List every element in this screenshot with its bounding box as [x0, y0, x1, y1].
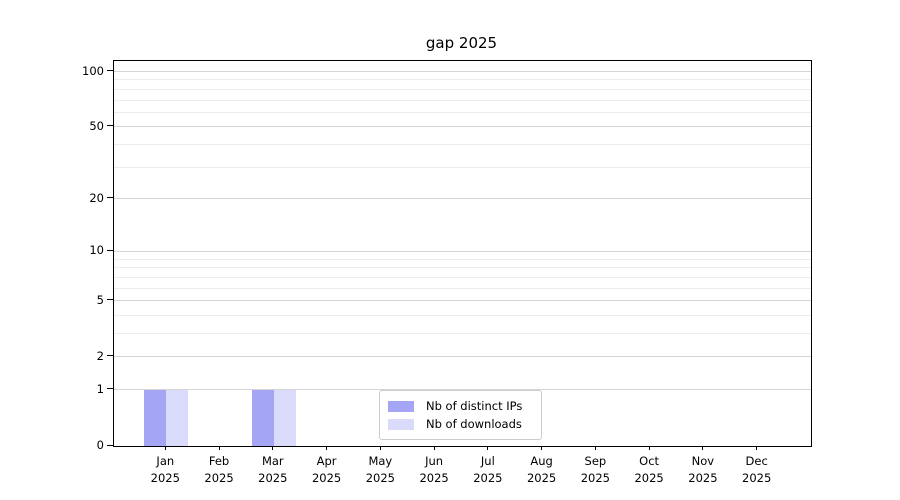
y-axis-tick [107, 125, 113, 127]
gridline-minor [114, 276, 811, 278]
bar-mar-nb-of-distinct-ips [251, 389, 274, 446]
legend-label-downloads: Nb of downloads [426, 417, 522, 431]
gridline-minor [114, 287, 811, 289]
year-label: 2025 [473, 471, 503, 485]
x-axis-tick-label-mar: Mar 2025 [241, 453, 305, 487]
year-label: 2025 [311, 471, 342, 485]
gridline-minor [114, 314, 811, 316]
x-axis-tick [164, 446, 166, 450]
x-axis-tick [218, 446, 220, 450]
y-axis-tick [107, 388, 113, 390]
year-label: 2025 [634, 471, 664, 485]
x-axis-tick-label-sep: Sep 2025 [563, 453, 627, 487]
gridline-major [114, 126, 811, 128]
bar-mar-nb-of-downloads [273, 389, 296, 446]
gridline-major [114, 300, 811, 302]
x-axis-tick-label-feb: Feb 2025 [187, 453, 251, 487]
x-axis-tick [379, 446, 381, 450]
chart-title: gap 2025 [425, 34, 498, 52]
gridline-major [114, 356, 811, 358]
gridline-minor [114, 88, 811, 90]
gridline-minor [114, 99, 811, 101]
y-axis-tick-label: 10 [89, 243, 104, 258]
x-axis-tick [648, 446, 650, 450]
legend: Nb of distinct IPs Nb of downloads [379, 390, 542, 440]
bar-jan-nb-of-distinct-ips [144, 389, 167, 446]
month-label: Feb [208, 454, 230, 468]
year-label: 2025 [580, 471, 611, 485]
gridline-minor [114, 267, 811, 269]
gridline-major [114, 198, 811, 200]
year-label: 2025 [365, 471, 395, 485]
gridline-minor [114, 166, 811, 168]
year-label: 2025 [419, 471, 449, 485]
y-axis-tick-label: 100 [82, 63, 104, 78]
y-axis-tick [107, 197, 113, 199]
x-axis-tick-label-jan: Jan 2025 [133, 453, 197, 487]
y-axis-tick [107, 355, 113, 357]
x-axis-tick [756, 446, 758, 450]
x-axis-tick-label-oct: Oct 2025 [617, 453, 681, 487]
x-axis-tick-label-may: May 2025 [348, 453, 412, 487]
x-axis-tick-label-aug: Aug 2025 [510, 453, 574, 487]
x-axis-tick [702, 446, 704, 450]
x-axis-tick [272, 446, 274, 450]
y-axis-tick-label: 0 [96, 438, 104, 452]
x-axis-tick-label-jun: Jun 2025 [402, 453, 466, 487]
bar-jan-nb-of-downloads [166, 389, 189, 446]
year-label: 2025 [742, 471, 772, 485]
gridline-minor [114, 333, 811, 335]
year-label: 2025 [526, 471, 557, 485]
month-label: Sep [584, 454, 607, 468]
month-label: Dec [745, 454, 768, 468]
x-axis-tick [487, 446, 489, 450]
month-label: May [368, 454, 393, 468]
x-axis-tick-label-apr: Apr 2025 [295, 453, 359, 487]
year-label: 2025 [258, 471, 288, 485]
legend-entry-downloads: Nb of downloads [388, 415, 533, 433]
y-axis-tick-label: 5 [96, 292, 104, 307]
legend-entry-distinct-ips: Nb of distinct IPs [388, 397, 533, 415]
year-label: 2025 [204, 471, 234, 485]
x-axis-tick [433, 446, 435, 450]
y-axis-tick [107, 70, 113, 72]
legend-swatch-distinct-ips [388, 400, 414, 412]
legend-label-distinct-ips: Nb of distinct IPs [426, 399, 523, 413]
x-axis-tick [326, 446, 328, 450]
y-axis-tick [107, 299, 113, 301]
y-axis-tick [107, 249, 113, 251]
month-label: Jun [425, 454, 444, 468]
plot-area: Nb of distinct IPs Nb of downloads [113, 60, 812, 447]
year-label: 2025 [150, 471, 180, 485]
x-axis-tick-label-dec: Dec 2025 [725, 453, 789, 487]
x-axis-tick [594, 446, 596, 450]
month-label: Aug [530, 454, 553, 468]
y-axis-tick [107, 444, 113, 446]
gridline-major [114, 71, 811, 73]
x-axis-tick-label-nov: Nov 2025 [671, 453, 735, 487]
month-label: Nov [691, 454, 715, 468]
month-label: Apr [316, 454, 337, 468]
x-axis-tick [541, 446, 543, 450]
y-axis-tick-label: 2 [96, 348, 104, 363]
gridline-minor [114, 79, 811, 81]
gridline-minor [114, 111, 811, 113]
y-axis-tick-label: 50 [89, 118, 104, 133]
year-label: 2025 [688, 471, 718, 485]
gridline-minor [114, 258, 811, 260]
legend-swatch-downloads [388, 418, 414, 430]
month-label: Mar [261, 454, 284, 468]
gridline-major [114, 389, 811, 391]
gridline-major [114, 250, 811, 252]
month-label: Jan [156, 454, 175, 468]
month-label: Oct [639, 454, 660, 468]
x-axis-tick-label-jul: Jul 2025 [456, 453, 520, 487]
y-axis-tick-label: 20 [89, 190, 104, 205]
y-axis-tick-label: 1 [96, 381, 104, 396]
month-label: Jul [480, 454, 495, 468]
gridline-minor [114, 144, 811, 146]
